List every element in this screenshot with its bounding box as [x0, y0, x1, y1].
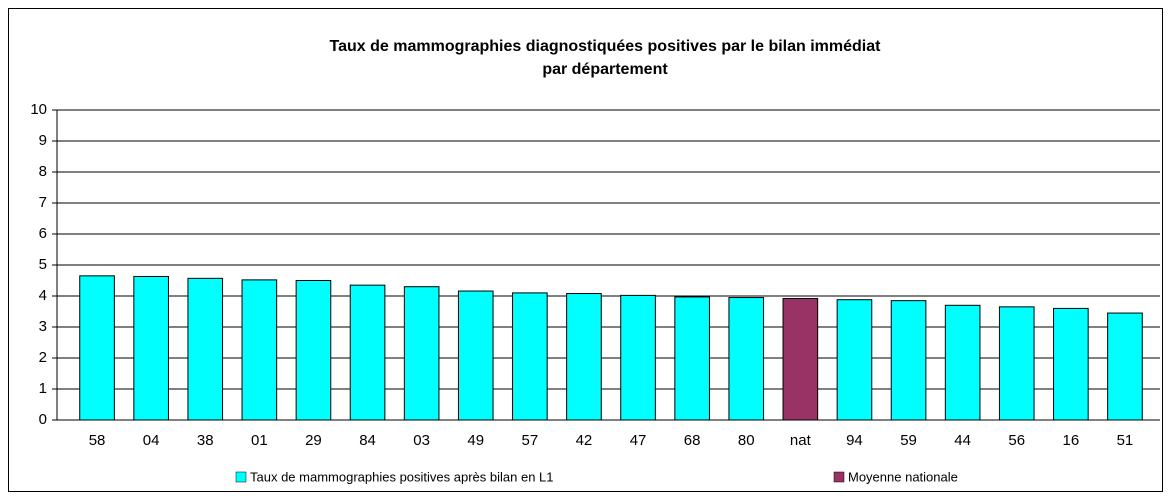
bar	[79, 275, 115, 421]
x-tick-label: 04	[143, 432, 160, 449]
legend-swatch	[833, 471, 845, 483]
bar	[674, 296, 710, 421]
y-tick-label: 10	[30, 101, 47, 118]
bar	[133, 275, 169, 421]
bar	[566, 293, 602, 421]
bar	[403, 286, 440, 421]
x-tick-label: 57	[522, 432, 539, 449]
bar	[944, 304, 981, 421]
x-tick-label: 03	[413, 432, 430, 449]
x-tick-label: 58	[89, 432, 106, 449]
chart-title: par département	[542, 61, 668, 78]
y-tick-label: 3	[39, 318, 47, 335]
bar	[782, 297, 819, 421]
y-tick-label: 0	[39, 411, 47, 428]
bar	[1107, 312, 1143, 421]
x-tick-label: 38	[197, 432, 214, 449]
bar	[187, 277, 224, 421]
legend-label: Taux de mammographies positives après bi…	[250, 469, 554, 484]
x-tick-label: 42	[576, 432, 593, 449]
bar	[890, 300, 927, 421]
bar	[512, 292, 548, 421]
x-tick-label: nat	[790, 432, 812, 449]
x-tick-label: 51	[1117, 432, 1134, 449]
bar	[295, 280, 332, 421]
chart-title: Taux de mammographies diagnostiquées pos…	[330, 38, 882, 55]
y-tick-label: 2	[39, 349, 47, 366]
y-tick-label: 8	[39, 163, 47, 180]
bar	[728, 297, 765, 421]
x-tick-label: 94	[846, 432, 863, 449]
bar	[241, 279, 278, 421]
y-tick-label: 5	[39, 256, 47, 273]
x-tick-label: 56	[1008, 432, 1025, 449]
x-tick-label: 47	[630, 432, 647, 449]
y-tick-label: 6	[39, 225, 47, 242]
bar	[836, 299, 873, 421]
x-tick-label: 44	[954, 432, 971, 449]
bar	[620, 294, 656, 421]
legend-label: Moyenne nationale	[848, 469, 958, 484]
x-tick-label: 84	[359, 432, 376, 449]
x-tick-label: 29	[305, 432, 322, 449]
legend-swatch	[235, 471, 247, 483]
y-tick-label: 9	[39, 132, 47, 149]
y-tick-label: 7	[39, 194, 47, 211]
bar	[1053, 307, 1089, 421]
x-tick-label: 80	[738, 432, 755, 449]
x-tick-label: 49	[467, 432, 484, 449]
x-tick-label: 16	[1063, 432, 1080, 449]
x-tick-label: 59	[900, 432, 917, 449]
bar	[349, 284, 386, 421]
y-tick-label: 4	[39, 287, 47, 304]
y-tick-label: 1	[39, 380, 47, 397]
x-tick-label: 01	[251, 432, 268, 449]
bar	[457, 290, 494, 421]
x-tick-label: 68	[684, 432, 701, 449]
bar	[998, 306, 1035, 421]
